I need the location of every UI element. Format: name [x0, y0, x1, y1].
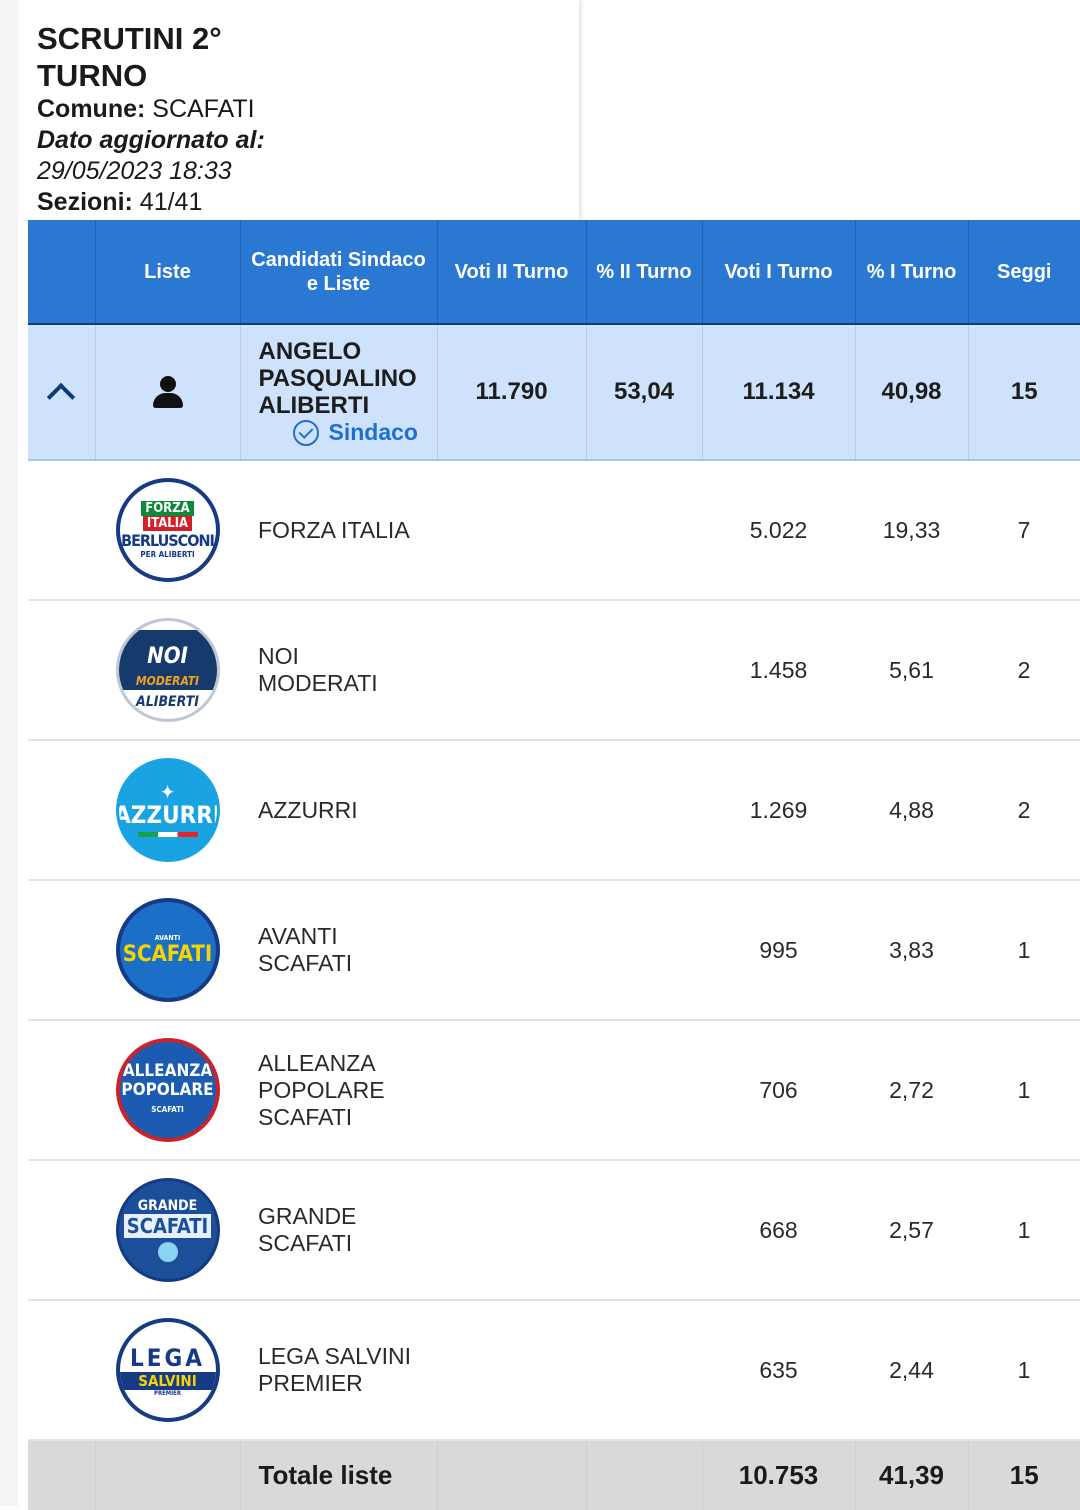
- azzurri-logo: ✦ AZZURRI: [115, 758, 220, 862]
- table-header-row: Liste Candidati Sindaco e Liste Voti II …: [28, 220, 1080, 325]
- results-info-card: SCRUTINI 2° TURNO Comune: SCAFATI Dato a…: [20, 0, 579, 220]
- list-seggi: 1: [968, 880, 1080, 1021]
- sindaco-label: Sindaco: [328, 419, 418, 445]
- col-perc-ii-turno[interactable]: % II Turno: [586, 220, 703, 325]
- candidate-seggi: 15: [968, 324, 1080, 461]
- candidate-voti-i: 11.134: [702, 324, 856, 461]
- list-name: LEGA SALVINI PREMIER: [240, 1300, 437, 1441]
- list-voti-i: 995: [702, 880, 855, 1021]
- list-seggi: 1: [968, 1160, 1080, 1301]
- list-voti-i: 706: [702, 1020, 855, 1161]
- comune-value: SCAFATI: [152, 95, 255, 123]
- candidate-perc-ii: 53,04: [586, 324, 703, 461]
- list-name: AZZURRI: [240, 740, 437, 881]
- sezioni-line: Sezioni: 41/41: [37, 187, 579, 218]
- list-name: GRANDE SCAFATI: [240, 1160, 437, 1301]
- list-seggi: 7: [968, 460, 1080, 601]
- total-seggi: 15: [968, 1440, 1080, 1510]
- col-candidati[interactable]: Candidati Sindaco e Liste: [240, 220, 438, 325]
- list-row-alleanza-popolare-scafati: ALLEANZA POPOLARE SCAFATI ALLEANZA POPOL…: [28, 1020, 1080, 1161]
- sindaco-badge: Sindaco: [259, 419, 436, 446]
- list-voti-i: 5.022: [702, 460, 855, 601]
- candidate-row[interactable]: ANGELO PASQUALINO ALIBERTI Sindaco 11.79…: [28, 324, 1080, 461]
- person-icon: [152, 376, 183, 408]
- col-voti-ii-turno[interactable]: Voti II Turno: [437, 220, 587, 325]
- results-table: Liste Candidati Sindaco e Liste Voti II …: [28, 220, 1080, 1510]
- grande-scafati-logo: GRANDE SCAFATI: [115, 1178, 220, 1282]
- list-seggi: 2: [968, 600, 1080, 741]
- list-perc-i: 5,61: [855, 600, 968, 741]
- list-voti-i: 668: [702, 1160, 855, 1301]
- list-name: FORZA ITALIA: [240, 460, 437, 601]
- candidate-name-cell: ANGELO PASQUALINO ALIBERTI Sindaco: [240, 324, 438, 461]
- sezioni-value: 41/41: [139, 188, 203, 216]
- updated-value: 29/05/2023 18:33: [37, 157, 232, 185]
- candidate-voti-ii: 11.790: [437, 324, 587, 461]
- candidate-perc-i: 40,98: [855, 324, 969, 461]
- list-row-azzurri: ✦ AZZURRI AZZURRI 1.269 4,88 2: [28, 740, 1080, 881]
- col-expand: [28, 220, 96, 325]
- list-voti-i: 1.269: [702, 740, 855, 881]
- list-voti-i: 635: [702, 1300, 855, 1441]
- list-seggi: 2: [968, 740, 1080, 881]
- list-name: ALLEANZA POPOLARE SCAFATI: [240, 1020, 437, 1161]
- col-seggi[interactable]: Seggi: [968, 220, 1080, 325]
- list-row-noi-moderati: NOI MODERATI ALIBERTI NOI MODERATI 1.458…: [28, 600, 1080, 741]
- total-row: Totale liste 10.753 41,39 15: [28, 1440, 1080, 1510]
- noi-moderati-logo: NOI MODERATI ALIBERTI: [115, 618, 220, 722]
- comune-line: Comune: SCAFATI: [37, 94, 579, 125]
- list-row-lega-salvini-premier: LEGA SALVINI PREMIER LEGA SALVINI PREMIE…: [28, 1300, 1080, 1441]
- sezioni-label: Sezioni:: [37, 188, 133, 216]
- col-liste[interactable]: Liste: [95, 220, 241, 325]
- candidate-name: ANGELO PASQUALINO ALIBERTI: [258, 338, 417, 419]
- updated-label: Dato aggiornato al:: [37, 126, 265, 154]
- forza-italia-logo: FORZA ITALIA BERLUSCONI PER ALIBERTI: [115, 478, 220, 582]
- left-gutter: [0, 0, 18, 1506]
- list-row-grande-scafati: GRANDE SCAFATI GRANDE SCAFATI 668 2,57 1: [28, 1160, 1080, 1301]
- total-perc-i: 41,39: [855, 1440, 969, 1510]
- page-title: SCRUTINI 2° TURNO: [37, 21, 222, 93]
- list-seggi: 1: [968, 1020, 1080, 1161]
- avanti-scafati-logo: AVANTI SCAFATI: [115, 898, 220, 1002]
- list-perc-i: 2,72: [855, 1020, 968, 1161]
- list-name: AVANTI SCAFATI: [240, 880, 437, 1021]
- collapse-toggle[interactable]: [28, 324, 96, 461]
- list-perc-i: 2,57: [855, 1160, 968, 1301]
- total-label: Totale liste: [240, 1440, 438, 1510]
- alleanza-popolare-logo: ALLEANZA POPOLARE SCAFATI: [115, 1038, 220, 1142]
- comune-label: Comune:: [37, 95, 146, 123]
- dove-icon: ✦: [159, 780, 176, 804]
- chevron-up-icon[interactable]: [47, 382, 76, 412]
- list-perc-i: 2,44: [855, 1300, 968, 1441]
- candidate-avatar-cell: [95, 324, 241, 461]
- list-perc-i: 19,33: [855, 460, 968, 601]
- list-seggi: 1: [968, 1300, 1080, 1441]
- list-voti-i: 1.458: [702, 600, 855, 741]
- col-voti-i-turno[interactable]: Voti I Turno: [702, 220, 856, 325]
- list-perc-i: 4,88: [855, 740, 968, 881]
- col-perc-i-turno[interactable]: % I Turno: [855, 220, 969, 325]
- list-name: NOI MODERATI: [240, 600, 437, 741]
- check-circle-icon: [292, 419, 319, 446]
- lega-logo: LEGA SALVINI PREMIER: [115, 1318, 220, 1422]
- list-row-avanti-scafati: AVANTI SCAFATI AVANTI SCAFATI 995 3,83 1: [28, 880, 1080, 1021]
- list-row-forza-italia: FORZA ITALIA BERLUSCONI PER ALIBERTI FORZA…: [28, 460, 1080, 601]
- total-voti-i: 10.753: [702, 1440, 856, 1510]
- list-perc-i: 3,83: [855, 880, 968, 1021]
